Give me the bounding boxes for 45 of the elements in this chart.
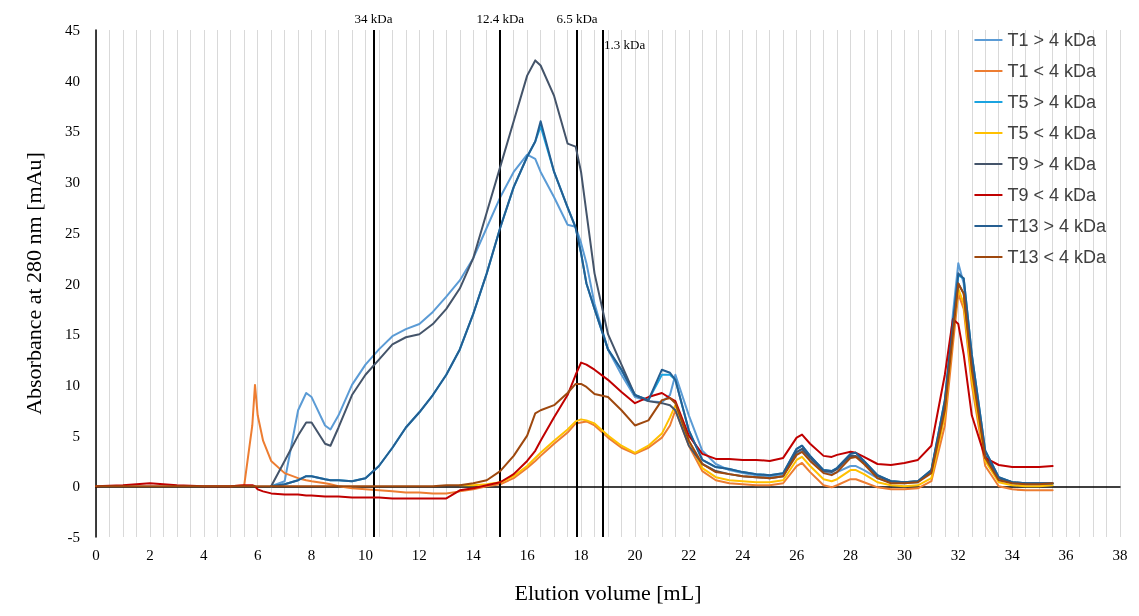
ref-line-label: 1.3 kDa bbox=[604, 37, 646, 52]
legend-label: T1 > 4 kDa bbox=[1007, 30, 1097, 50]
x-tick-label: 28 bbox=[843, 546, 859, 563]
y-tick-label: 30 bbox=[65, 174, 80, 191]
x-tick-label: 0 bbox=[92, 546, 100, 563]
legend-label: T5 > 4 kDa bbox=[1007, 92, 1097, 112]
x-tick-label: 6 bbox=[253, 546, 262, 563]
x-tick-label: 36 bbox=[1058, 546, 1075, 563]
y-tick-label: 10 bbox=[65, 376, 80, 393]
x-tick-label: 2 bbox=[146, 546, 154, 563]
legend-label: T13 > 4 kDa bbox=[1007, 216, 1107, 236]
ref-line-label: 6.5 kDa bbox=[556, 11, 598, 26]
y-tick-label: 15 bbox=[65, 326, 80, 343]
y-tick-label: 35 bbox=[65, 123, 80, 140]
x-tick-label: 32 bbox=[950, 546, 966, 563]
y-tick-label: 5 bbox=[72, 427, 80, 444]
x-tick-label: 12 bbox=[411, 546, 427, 563]
x-axis-title: Elution volume [mL] bbox=[514, 579, 702, 605]
x-tick-label: 4 bbox=[200, 546, 209, 563]
x-tick-label: 18 bbox=[573, 546, 589, 563]
x-tick-label: 26 bbox=[789, 546, 805, 563]
x-tick-label: 34 bbox=[1004, 546, 1021, 563]
y-axis-title: Absorbance at 280 nm [mAu] bbox=[20, 152, 46, 415]
y-tick-label: 0 bbox=[72, 478, 80, 495]
legend-label: T5 < 4 kDa bbox=[1007, 123, 1097, 143]
legend-label: T13 < 4 kDa bbox=[1007, 247, 1107, 267]
x-tick-label: 10 bbox=[357, 546, 373, 563]
y-tick-label: 45 bbox=[65, 22, 80, 38]
legend-label: T9 > 4 kDa bbox=[1007, 154, 1097, 174]
x-tick-label: 16 bbox=[519, 546, 536, 563]
y-tick-label: -5 bbox=[67, 529, 80, 545]
ref-line-label: 12.4 kDa bbox=[476, 11, 525, 26]
y-tick-label: 40 bbox=[65, 72, 80, 89]
x-tick-label: 14 bbox=[465, 546, 482, 563]
x-tick-label: 20 bbox=[627, 546, 643, 563]
x-tick-label: 8 bbox=[307, 546, 316, 563]
x-tick-label: 22 bbox=[681, 546, 697, 563]
legend-label: T1 < 4 kDa bbox=[1007, 61, 1097, 81]
legend-label: T9 < 4 kDa bbox=[1007, 185, 1097, 205]
y-tick-label: 25 bbox=[65, 224, 80, 241]
y-tick-label: 20 bbox=[65, 275, 80, 292]
x-tick-label: 24 bbox=[735, 546, 751, 563]
x-tick-label: 38 bbox=[1112, 546, 1128, 563]
ref-line-label: 34 kDa bbox=[354, 11, 393, 26]
x-tick-label: 30 bbox=[896, 546, 912, 563]
